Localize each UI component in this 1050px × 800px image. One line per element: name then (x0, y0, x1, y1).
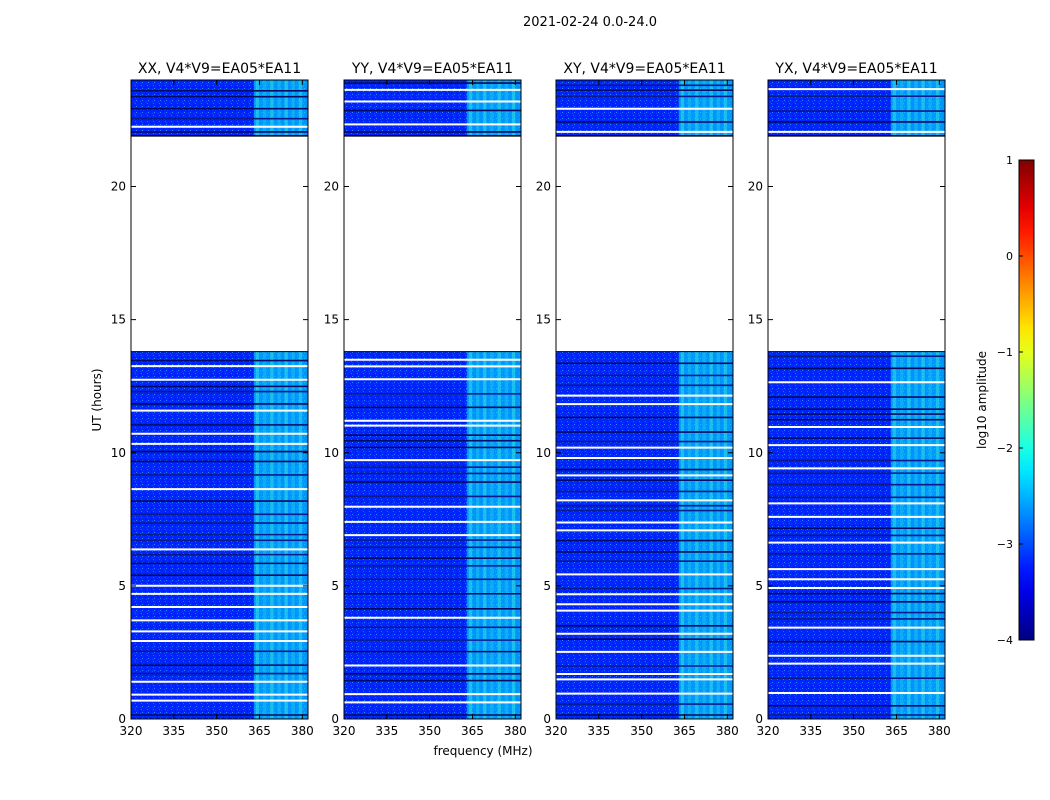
x-tick-label: 320 (545, 724, 568, 738)
panel-title: YX, V4*V9=EA05*EA11 (774, 61, 937, 77)
colorbar: 1 0 −1 −2 −3 −4 log10 amplitude (975, 154, 1035, 647)
y-tick-label: 0 (118, 712, 126, 726)
x-tick-label: 320 (333, 724, 356, 738)
colorbar-tick-label: −2 (997, 442, 1013, 455)
x-tick-label: 380 (291, 724, 314, 738)
y-tick-label: 20 (748, 180, 763, 194)
colorbar-tick-label: −3 (997, 538, 1013, 551)
figure-title: 2021-02-24 0.0-24.0 (523, 15, 657, 30)
y-tick-label: 0 (755, 712, 763, 726)
y-tick-label: 15 (324, 313, 339, 327)
x-tick-label: 350 (205, 724, 228, 738)
x-tick-label: 350 (842, 724, 865, 738)
x-tick-label: 320 (757, 724, 780, 738)
y-tick-label: 15 (748, 313, 763, 327)
panel-yy: YY, V4*V9=EA05*EA11 320 335 350 365 380 0 5 10 15… (324, 61, 527, 738)
y-tick-label: 10 (536, 446, 551, 460)
x-tick-label: 335 (799, 724, 822, 738)
x-tick-label: 320 (120, 724, 143, 738)
colorbar-tick-label: 1 (1006, 154, 1013, 167)
colorbar-label: log10 amplitude (975, 351, 989, 449)
x-tick-label: 335 (587, 724, 610, 738)
y-tick-label: 5 (331, 579, 339, 593)
panel-frame (343, 79, 522, 720)
x-tick-label: 365 (248, 724, 271, 738)
panel-xx: XX, V4*V9=EA05*EA11 320 335 350 365 380 0 5 10 15… (111, 61, 314, 738)
x-tick-label: 380 (716, 724, 739, 738)
x-tick-label: 365 (885, 724, 908, 738)
y-tick-label: 0 (543, 712, 551, 726)
y-tick-label: 15 (111, 313, 126, 327)
x-tick-label: 380 (504, 724, 527, 738)
panel-frame (130, 79, 309, 720)
x-tick-label: 365 (461, 724, 484, 738)
y-tick-label: 10 (111, 446, 126, 460)
y-tick-label: 10 (748, 446, 763, 460)
panel-frame (767, 79, 946, 720)
x-tick-label: 335 (162, 724, 185, 738)
panel-frame (555, 79, 734, 720)
y-tick-label: 0 (331, 712, 339, 726)
y-tick-label: 5 (543, 579, 551, 593)
panel-title: XY, V4*V9=EA05*EA11 (563, 61, 725, 77)
y-tick-label: 20 (324, 180, 339, 194)
x-tick-label: 350 (630, 724, 653, 738)
colorbar-gradient (1018, 159, 1035, 641)
x-tick-label: 335 (375, 724, 398, 738)
y-tick-label: 20 (111, 180, 126, 194)
y-tick-label: 15 (536, 313, 551, 327)
y-tick-label: 5 (755, 579, 763, 593)
colorbar-tick-label: 0 (1006, 250, 1013, 263)
x-tick-label: 350 (418, 724, 441, 738)
y-axis-label: UT (hours) (90, 368, 104, 431)
x-tick-label: 365 (673, 724, 696, 738)
x-tick-label: 380 (928, 724, 951, 738)
y-tick-label: 20 (536, 180, 551, 194)
panel-title: YY, V4*V9=EA05*EA11 (351, 61, 513, 77)
panel-title: XX, V4*V9=EA05*EA11 (138, 61, 301, 77)
colorbar-tick-label: −1 (997, 346, 1013, 359)
y-tick-label: 5 (118, 579, 126, 593)
panel-xy: XY, V4*V9=EA05*EA11 320 335 350 365 380 0 5 10 15… (536, 61, 739, 738)
y-tick-label: 10 (324, 446, 339, 460)
x-axis-label: frequency (MHz) (433, 744, 532, 758)
panel-yx: YX, V4*V9=EA05*EA11 320 335 350 365 380 0 5 10 15… (748, 61, 951, 738)
colorbar-tick-label: −4 (997, 634, 1013, 647)
